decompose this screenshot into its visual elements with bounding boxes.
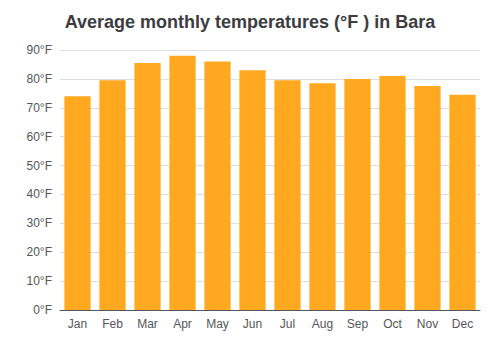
svg-text:70°F: 70°F xyxy=(27,101,52,115)
svg-text:Oct: Oct xyxy=(383,317,402,331)
svg-text:30°F: 30°F xyxy=(27,216,52,230)
svg-text:Mar: Mar xyxy=(137,317,158,331)
svg-text:Aug: Aug xyxy=(312,317,333,331)
svg-text:40°F: 40°F xyxy=(27,187,52,201)
svg-text:20°F: 20°F xyxy=(27,245,52,259)
svg-text:Feb: Feb xyxy=(102,317,123,331)
svg-text:50°F: 50°F xyxy=(27,159,52,173)
svg-text:Jan: Jan xyxy=(68,317,87,331)
svg-text:Sep: Sep xyxy=(347,317,369,331)
svg-text:10°F: 10°F xyxy=(27,274,52,288)
svg-text:Jul: Jul xyxy=(280,317,295,331)
svg-text:Average monthly temperatures (: Average monthly temperatures (°F ) in Ba… xyxy=(65,12,437,32)
svg-text:Jun: Jun xyxy=(243,317,262,331)
svg-text:Dec: Dec xyxy=(452,317,473,331)
svg-text:0°F: 0°F xyxy=(33,303,52,317)
svg-text:90°F: 90°F xyxy=(27,43,52,57)
svg-text:Nov: Nov xyxy=(417,317,438,331)
svg-text:Apr: Apr xyxy=(173,317,192,331)
svg-text:May: May xyxy=(206,317,229,331)
svg-text:60°F: 60°F xyxy=(27,130,52,144)
svg-text:80°F: 80°F xyxy=(27,72,52,86)
